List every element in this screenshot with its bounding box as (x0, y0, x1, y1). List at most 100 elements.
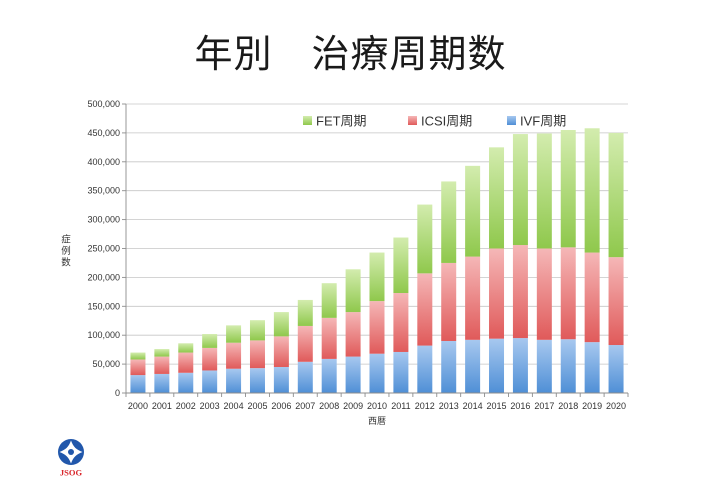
y-tick-label: 400,000 (87, 157, 120, 167)
legend-swatch (303, 116, 312, 125)
stacked-bar (321, 283, 337, 393)
icsi-bar-segment (512, 245, 528, 339)
icsi-bar-segment (393, 293, 409, 352)
stacked-bar (249, 320, 265, 393)
fet-bar-segment (345, 269, 361, 313)
ivf-bar-segment (441, 340, 457, 393)
stacked-bar (512, 134, 528, 393)
stacked-bar (226, 325, 242, 393)
ivf-bar-segment (273, 366, 289, 393)
x-tick-label: 2013 (439, 401, 459, 411)
x-tick-label: 2018 (558, 401, 578, 411)
ivf-bar-segment (512, 338, 528, 393)
legend-label: ICSI周期 (421, 114, 472, 129)
fet-bar-segment (202, 334, 218, 348)
ivf-bar-segment (584, 342, 600, 393)
legend-label: FET周期 (316, 114, 367, 129)
ivf-bar-segment (608, 345, 624, 393)
ivf-bar-segment (178, 372, 194, 393)
fet-bar-segment (154, 349, 170, 357)
x-tick-label: 2005 (247, 401, 267, 411)
fet-bar-segment (608, 132, 624, 258)
stacked-bar (584, 128, 600, 393)
icsi-bar-segment (608, 257, 624, 346)
emblem-core (68, 449, 74, 455)
ivf-bar-segment (154, 373, 170, 393)
icsi-bar-segment (536, 248, 552, 340)
jsog-logo: JSOG (58, 439, 84, 478)
x-tick-label: 2012 (415, 401, 435, 411)
stacked-bar (608, 132, 624, 393)
stacked-bar (465, 165, 481, 393)
icsi-bar-segment (489, 248, 505, 339)
legend-label: IVF周期 (520, 114, 566, 129)
x-tick-label: 2007 (295, 401, 315, 411)
icsi-bar-segment (273, 336, 289, 367)
stacked-bar (417, 204, 433, 393)
fet-bar-segment (393, 237, 409, 294)
ivf-bar-segment (321, 358, 337, 393)
legend-item-ivf: IVF周期 (507, 114, 566, 129)
fet-bar-segment (536, 133, 552, 249)
stacked-bar (130, 352, 146, 393)
icsi-bar-segment (249, 340, 265, 369)
icsi-bar-segment (202, 347, 218, 371)
x-tick-label: 2008 (319, 401, 339, 411)
ivf-bar-segment (202, 370, 218, 393)
jsog-logo-text: JSOG (60, 468, 83, 478)
fet-bar-segment (297, 299, 313, 326)
slide-title: 年別 治療周期数 (194, 32, 507, 76)
fet-bar-segment (465, 165, 481, 257)
icsi-bar-segment (226, 342, 242, 369)
y-tick-label: 50,000 (92, 359, 120, 369)
fet-bar-segment (560, 130, 576, 248)
fet-bar-segment (584, 128, 600, 253)
stacked-bar (441, 181, 457, 393)
stacked-bar (202, 334, 218, 393)
x-tick-label: 2014 (463, 401, 483, 411)
fet-bar-segment (249, 320, 265, 341)
x-tick-label: 2003 (200, 401, 220, 411)
icsi-bar-segment (465, 256, 481, 340)
ivf-bar-segment (297, 361, 313, 393)
fet-bar-segment (441, 181, 457, 263)
stacked-bar (489, 147, 505, 393)
fet-bar-segment (130, 352, 146, 360)
x-tick-label: 2002 (176, 401, 196, 411)
x-tick-label: 2009 (343, 401, 363, 411)
fet-bar-segment (512, 134, 528, 246)
axes (125, 104, 629, 397)
x-tick-label: 2016 (510, 401, 530, 411)
ivf-bar-segment (345, 356, 361, 393)
ivf-bar-segment (560, 339, 576, 393)
ivf-bar-segment (489, 338, 505, 393)
x-tick-label: 2004 (224, 401, 244, 411)
y-tick-label: 500,000 (87, 99, 120, 109)
x-tick-label: 2019 (582, 401, 602, 411)
x-tick-label: 2010 (367, 401, 387, 411)
legend: IVF周期 ICSI周期 FET周期 (303, 114, 566, 129)
fet-bar-segment (417, 204, 433, 274)
icsi-bar-segment (369, 301, 385, 354)
ivf-bar-segment (465, 339, 481, 393)
icsi-bar-segment (154, 356, 170, 374)
icsi-bar-segment (130, 359, 146, 376)
y-tick-label: 200,000 (87, 272, 120, 282)
icsi-bar-segment (417, 273, 433, 346)
x-tick-label: 2017 (534, 401, 554, 411)
legend-swatch (408, 116, 417, 125)
icsi-bar-segment (560, 247, 576, 340)
icsi-bar-segment (584, 252, 600, 343)
legend-item-icsi: ICSI周期 (408, 114, 472, 129)
ivf-bar-segment (130, 375, 146, 393)
icsi-bar-segment (321, 317, 337, 359)
stacked-bar (560, 130, 576, 393)
fet-bar-segment (321, 283, 337, 318)
ivf-bar-segment (369, 353, 385, 393)
fet-bar-segment (489, 147, 505, 249)
legend-swatch (507, 116, 516, 125)
stacked-bar (369, 252, 385, 393)
icsi-bar-segment (178, 352, 194, 373)
